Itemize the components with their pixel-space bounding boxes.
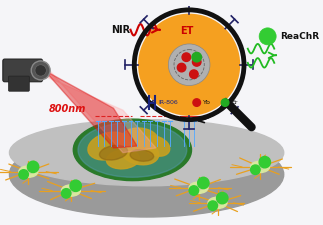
Ellipse shape	[73, 119, 192, 181]
Circle shape	[35, 65, 46, 76]
Circle shape	[70, 180, 81, 191]
Circle shape	[138, 14, 240, 116]
Ellipse shape	[9, 120, 284, 186]
Circle shape	[190, 70, 198, 79]
Circle shape	[189, 186, 199, 195]
Circle shape	[168, 44, 210, 86]
Ellipse shape	[256, 164, 264, 169]
Circle shape	[208, 201, 217, 210]
Text: NIR: NIR	[112, 25, 131, 35]
Ellipse shape	[67, 188, 75, 193]
Ellipse shape	[99, 145, 128, 160]
Text: Er: Er	[232, 100, 238, 106]
Ellipse shape	[195, 185, 203, 190]
Ellipse shape	[130, 150, 154, 161]
Circle shape	[177, 63, 186, 72]
Ellipse shape	[25, 169, 32, 174]
Ellipse shape	[19, 166, 38, 177]
Ellipse shape	[78, 122, 187, 177]
Ellipse shape	[37, 61, 45, 80]
Polygon shape	[45, 65, 156, 153]
Circle shape	[221, 99, 229, 106]
Ellipse shape	[107, 150, 140, 169]
Text: Yb: Yb	[203, 100, 211, 106]
Circle shape	[198, 177, 209, 189]
Ellipse shape	[121, 141, 159, 165]
Circle shape	[259, 156, 270, 168]
Ellipse shape	[214, 200, 221, 205]
Circle shape	[217, 192, 228, 204]
Ellipse shape	[88, 132, 130, 160]
Circle shape	[31, 61, 50, 80]
Text: ET: ET	[180, 27, 193, 36]
Circle shape	[193, 99, 201, 106]
Circle shape	[193, 58, 201, 66]
Text: ReaChR: ReaChR	[280, 32, 319, 41]
Circle shape	[259, 28, 276, 45]
Ellipse shape	[208, 197, 227, 209]
Circle shape	[182, 53, 191, 61]
Polygon shape	[45, 70, 137, 148]
FancyBboxPatch shape	[3, 59, 43, 82]
Circle shape	[27, 161, 39, 173]
Ellipse shape	[122, 128, 158, 149]
Ellipse shape	[9, 132, 284, 217]
Text: 800nm: 800nm	[49, 104, 87, 114]
FancyBboxPatch shape	[8, 76, 29, 91]
Circle shape	[19, 170, 28, 179]
Ellipse shape	[142, 136, 170, 156]
Text: IR-806: IR-806	[158, 100, 178, 106]
Circle shape	[192, 52, 202, 62]
Ellipse shape	[189, 182, 208, 193]
Ellipse shape	[61, 185, 80, 196]
Circle shape	[61, 189, 71, 198]
Ellipse shape	[251, 161, 269, 173]
Circle shape	[251, 165, 260, 174]
